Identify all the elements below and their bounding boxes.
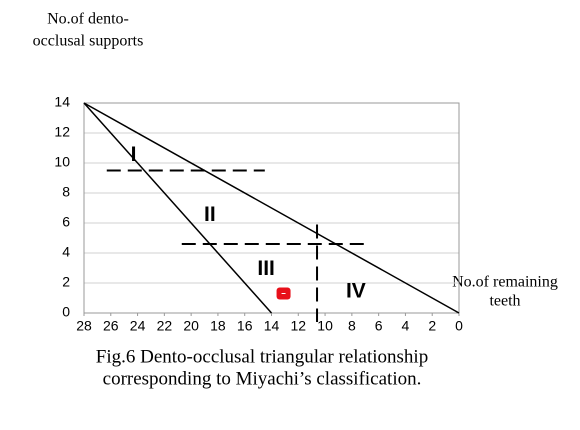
region-label: I [131, 143, 137, 166]
x-axis-label: No.of remaining [452, 274, 558, 291]
region-label: II [204, 203, 216, 226]
caption: Fig.6 Dento-occlusal triangular relation… [96, 346, 428, 367]
y-tick-label: 4 [62, 244, 70, 260]
x-tick-label: 10 [317, 318, 333, 334]
x-tick-label: 12 [290, 318, 306, 334]
y-axis-label: occlusal supports [33, 33, 144, 50]
region-label: III [257, 257, 275, 280]
x-tick-label: 18 [210, 318, 226, 334]
x-tick-label: 20 [183, 318, 199, 334]
x-tick-label: 8 [348, 318, 356, 334]
y-tick-label: 12 [54, 124, 70, 140]
x-tick-label: 14 [264, 318, 280, 334]
x-tick-label: 2 [428, 318, 436, 334]
x-tick-label: 22 [157, 318, 173, 334]
y-tick-label: 8 [62, 184, 70, 200]
x-tick-label: 4 [402, 318, 410, 334]
x-axis-label: teeth [489, 293, 520, 310]
x-tick-label: 26 [103, 318, 119, 334]
caption: corresponding to Miyachi’s classificatio… [103, 368, 422, 389]
x-tick-label: 6 [375, 318, 383, 334]
region-label: IV [346, 280, 366, 303]
y-tick-label: 10 [54, 154, 70, 170]
x-tick-label: 28 [76, 318, 92, 334]
y-axis-label: No.of dento- [47, 11, 129, 28]
y-tick-label: 2 [62, 274, 70, 290]
line [83, 102, 273, 314]
y-tick-label: 0 [62, 304, 70, 320]
line [83, 102, 460, 314]
y-tick-label: 6 [62, 214, 70, 230]
y-tick-label: 14 [54, 94, 70, 110]
x-tick-label: 16 [237, 318, 253, 334]
x-tick-label: 24 [130, 318, 146, 334]
x-tick-label: 0 [455, 318, 463, 334]
